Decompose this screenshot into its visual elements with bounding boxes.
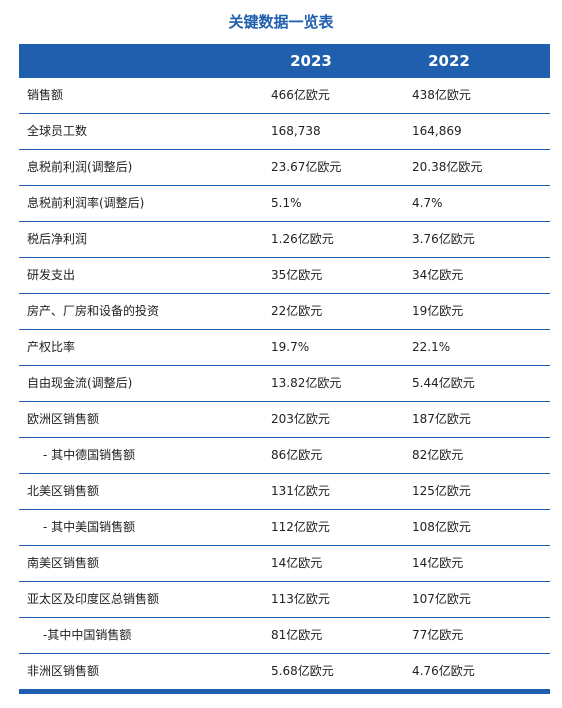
row-label: 销售额 bbox=[27, 88, 64, 102]
table-row: 南美区销售额 14亿欧元 14亿欧元 bbox=[19, 546, 550, 582]
row-label: 息税前利润率(调整后) bbox=[27, 196, 145, 210]
row-label: 息税前利润(调整后) bbox=[27, 160, 133, 174]
value-2023: 86亿欧元 bbox=[271, 448, 323, 462]
value-2022: 19亿欧元 bbox=[412, 304, 464, 318]
value-2023: 14亿欧元 bbox=[271, 556, 323, 570]
row-label: 欧洲区销售额 bbox=[27, 412, 100, 426]
value-2022: 34亿欧元 bbox=[412, 268, 464, 282]
value-2023: 112亿欧元 bbox=[271, 520, 330, 534]
value-2022: 4.76亿欧元 bbox=[412, 664, 475, 678]
table-body: 销售额 466亿欧元 438亿欧元全球员工数 168,738 164,869 息税前利润(… bbox=[19, 78, 550, 690]
table-row: 自由现金流(调整后) 13.82亿欧元 5.44亿欧元 bbox=[19, 366, 550, 402]
value-2023: 131亿欧元 bbox=[271, 484, 330, 498]
value-2022: 4.7% bbox=[412, 196, 443, 210]
row-label: 房产、厂房和设备的投资 bbox=[27, 304, 160, 318]
page-title: 关键数据一览表 bbox=[228, 13, 334, 31]
value-2022: 108亿欧元 bbox=[412, 520, 471, 534]
value-2022: 14亿欧元 bbox=[412, 556, 464, 570]
column-header-2022: 2022 bbox=[428, 52, 470, 70]
table-row: 全球员工数 168,738 164,869 bbox=[19, 114, 550, 150]
column-header-2023: 2023 bbox=[290, 52, 332, 70]
table-row: 研发支出 35亿欧元 34亿欧元 bbox=[19, 258, 550, 294]
row-label: 税后净利润 bbox=[27, 232, 88, 246]
value-2023: 1.26亿欧元 bbox=[271, 232, 334, 246]
row-label: 全球员工数 bbox=[27, 124, 88, 138]
value-2022: 77亿欧元 bbox=[412, 628, 464, 642]
row-label: 亚太区及印度区总销售额 bbox=[27, 592, 160, 606]
table-row: 税后净利润 1.26亿欧元 3.76亿欧元 bbox=[19, 222, 550, 258]
row-label: 研发支出 bbox=[27, 268, 76, 282]
row-label: 产权比率 bbox=[27, 340, 76, 354]
value-2023: 35亿欧元 bbox=[271, 268, 323, 282]
row-label: 自由现金流(调整后) bbox=[27, 376, 133, 390]
value-2022: 164,869 bbox=[412, 124, 462, 138]
table-row: 产权比率 19.7% 22.1% bbox=[19, 330, 550, 366]
row-label: 非洲区销售额 bbox=[27, 664, 100, 678]
value-2023: 5.68亿欧元 bbox=[271, 664, 334, 678]
value-2022: 22.1% bbox=[412, 340, 451, 354]
row-label: - 其中美国销售额 bbox=[43, 520, 136, 534]
value-2022: 20.38亿欧元 bbox=[412, 160, 483, 174]
value-2022: 82亿欧元 bbox=[412, 448, 464, 462]
table-row: -其中中国销售额 81亿欧元 77亿欧元 bbox=[19, 618, 550, 654]
table-row: 亚太区及印度区总销售额 113亿欧元 107亿欧元 bbox=[19, 582, 550, 618]
value-2023: 5.1% bbox=[271, 196, 302, 210]
row-label: 南美区销售额 bbox=[27, 556, 100, 570]
table-row: 欧洲区销售额 203亿欧元 187亿欧元 bbox=[19, 402, 550, 438]
value-2022: 3.76亿欧元 bbox=[412, 232, 475, 246]
table-row: - 其中美国销售额 112亿欧元 108亿欧元 bbox=[19, 510, 550, 546]
table-row: 非洲区销售额 5.68亿欧元 4.76亿欧元 bbox=[19, 654, 550, 690]
table-row: 息税前利润(调整后) 23.67亿欧元 20.38亿欧元 bbox=[19, 150, 550, 186]
value-2023: 113亿欧元 bbox=[271, 592, 330, 606]
value-2022: 5.44亿欧元 bbox=[412, 376, 475, 390]
value-2023: 22亿欧元 bbox=[271, 304, 323, 318]
table-row: 息税前利润率(调整后) 5.1% 4.7% bbox=[19, 186, 550, 222]
table-bottom-border bbox=[19, 690, 550, 694]
table-row: 房产、厂房和设备的投资 22亿欧元 19亿欧元 bbox=[19, 294, 550, 330]
table-row: 销售额 466亿欧元 438亿欧元 bbox=[19, 78, 550, 114]
table-header: 2023 2022 bbox=[19, 44, 550, 78]
table-row: 北美区销售额 131亿欧元 125亿欧元 bbox=[19, 474, 550, 510]
value-2022: 125亿欧元 bbox=[412, 484, 471, 498]
value-2022: 187亿欧元 bbox=[412, 412, 471, 426]
value-2022: 438亿欧元 bbox=[412, 88, 471, 102]
value-2023: 466亿欧元 bbox=[271, 88, 330, 102]
row-label: -其中中国销售额 bbox=[43, 628, 132, 642]
row-label: - 其中德国销售额 bbox=[43, 448, 136, 462]
value-2023: 168,738 bbox=[271, 124, 321, 138]
value-2023: 13.82亿欧元 bbox=[271, 376, 342, 390]
value-2023: 81亿欧元 bbox=[271, 628, 323, 642]
value-2023: 203亿欧元 bbox=[271, 412, 330, 426]
row-label: 北美区销售额 bbox=[27, 484, 100, 498]
table-row: - 其中德国销售额 86亿欧元 82亿欧元 bbox=[19, 438, 550, 474]
value-2023: 19.7% bbox=[271, 340, 310, 354]
value-2023: 23.67亿欧元 bbox=[271, 160, 342, 174]
value-2022: 107亿欧元 bbox=[412, 592, 471, 606]
key-data-table: 2023 2022 销售额 466亿欧元 438亿欧元全球员工数 168,738 164… bbox=[19, 44, 550, 694]
